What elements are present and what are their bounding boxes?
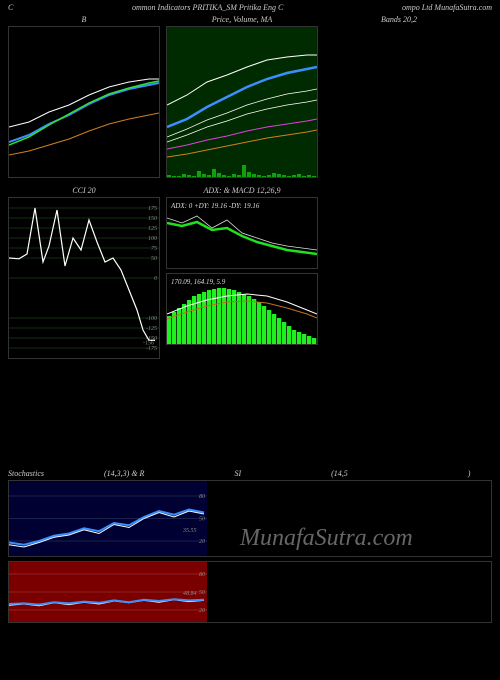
row-2: CCI 20 17515012510075500-100-125-150-175… <box>0 186 500 359</box>
hdr-right: ompo Ltd MunafaSutra.com <box>402 3 492 12</box>
watermark: MunafaSutra.com <box>240 525 413 552</box>
chart-adx: ADX: 0 +DY: 19.16 -DY: 19.16 <box>166 197 318 269</box>
chart-macd: 170.09, 164.19, 5.9 <box>166 273 318 345</box>
panel-bands: Bands 20,2 <box>324 15 474 178</box>
svg-text:125: 125 <box>148 226 157 232</box>
panel-bands-title: Bands 20,2 <box>324 15 474 24</box>
panel-price-title: Price, Volume, MA <box>166 15 318 24</box>
svg-text:20: 20 <box>199 608 205 614</box>
svg-text:75: 75 <box>151 246 157 252</box>
panel-adx-title: ADX: & MACD 12,26,9 <box>166 186 318 195</box>
svg-text:80: 80 <box>199 494 205 500</box>
svg-text:-156: -156 <box>143 340 154 346</box>
chart-b <box>8 26 160 178</box>
hdr-center: ommon Indicators PRITIKA_SM Pritika Eng … <box>132 3 283 12</box>
t-si: SI <box>234 469 241 478</box>
svg-text:-100: -100 <box>146 316 157 322</box>
hdr-left: C <box>8 3 13 12</box>
svg-text:ADX: 0 +DY: 19.16 -DY: 19.: ADX: 0 +DY: 19.16 -DY: 19.16 <box>170 202 260 210</box>
svg-text:50: 50 <box>151 256 157 262</box>
t-stoch: Stochastics <box>8 469 44 478</box>
panel-price: Price, Volume, MA <box>166 15 318 178</box>
svg-text:48.84: 48.84 <box>183 590 197 597</box>
chart-cci: 17515012510075500-100-125-150-175-156 <box>8 197 160 359</box>
panel-cci-title: CCI 20 <box>8 186 160 195</box>
panel-adx-macd: ADX: & MACD 12,26,9 ADX: 0 +DY: 19.16 -D… <box>166 186 318 359</box>
row3-titles: Stochastics (14,3,3) & R SI (14,5 ) <box>8 469 492 478</box>
svg-text:0: 0 <box>154 276 157 282</box>
svg-text:150: 150 <box>148 216 157 222</box>
svg-text:20: 20 <box>199 539 205 545</box>
svg-text:-125: -125 <box>146 326 157 332</box>
svg-text:50: 50 <box>199 517 205 523</box>
svg-text:35.55: 35.55 <box>182 528 197 534</box>
chart-price <box>166 26 318 178</box>
chart-rsi: 80 50 20 48.84 <box>8 561 492 623</box>
svg-text:50: 50 <box>199 590 205 596</box>
svg-text:80: 80 <box>199 572 205 578</box>
row-1: B Price, Volume, MA Bands 20,2 <box>0 15 500 178</box>
svg-text:170.09, 164.19, 5.9: 170.09, 164.19, 5.9 <box>171 278 226 286</box>
chart-bands <box>324 26 474 176</box>
panel-b: B <box>8 15 160 178</box>
panel-b-title: B <box>8 15 160 24</box>
svg-text:-175: -175 <box>146 346 157 352</box>
t-params1: (14,3,3) & R <box>104 469 144 478</box>
t-params2: (14,5 <box>331 469 348 478</box>
panel-cci: CCI 20 17515012510075500-100-125-150-175… <box>8 186 160 359</box>
svg-text:175: 175 <box>148 206 157 212</box>
page-header: C ommon Indicators PRITIKA_SM Pritika En… <box>0 0 500 15</box>
svg-text:100: 100 <box>148 236 157 242</box>
t-end: ) <box>468 469 471 478</box>
